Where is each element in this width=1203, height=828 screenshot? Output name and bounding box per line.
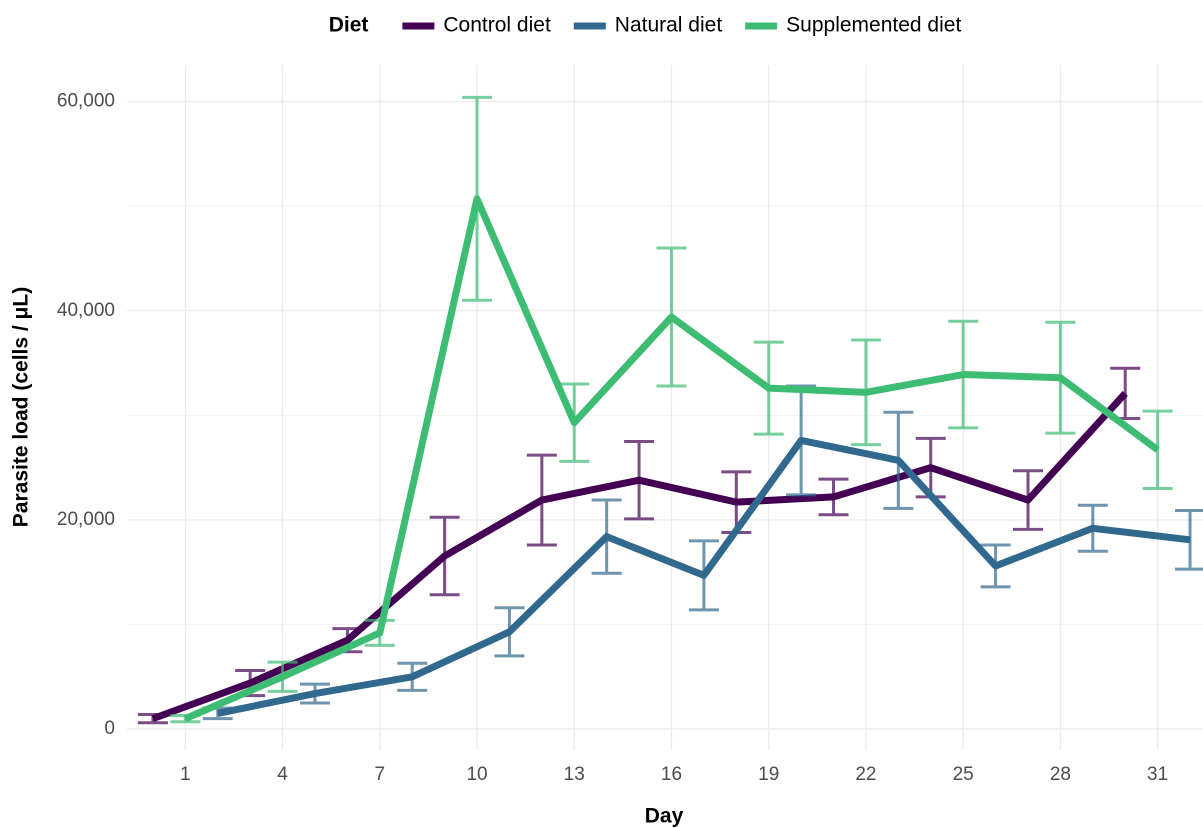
x-tick-label: 10 <box>466 764 487 785</box>
series-line <box>217 436 1191 717</box>
series-line <box>151 391 1128 722</box>
legend-title: Diet <box>329 14 369 37</box>
x-tick-label: 28 <box>1050 764 1071 785</box>
legend-label: Supplemented diet <box>786 14 961 37</box>
x-axis-title: Day <box>645 805 684 828</box>
x-tick-label: 7 <box>375 764 386 785</box>
x-tick-label: 4 <box>277 764 288 785</box>
error-bars <box>202 384 1203 721</box>
x-tick-label: 19 <box>758 764 779 785</box>
legend-label: Natural diet <box>615 14 723 37</box>
x-tick-label: 13 <box>564 764 585 785</box>
x-tick-label: 1 <box>180 764 191 785</box>
y-tick-label: 0 <box>104 718 115 739</box>
x-tick-label: 22 <box>855 764 876 785</box>
y-tick-label: 20,000 <box>57 509 115 530</box>
y-tick-label: 40,000 <box>57 300 115 321</box>
legend: Diet Control diet Natural diet Supplemented… <box>329 14 962 37</box>
y-axis-title: Parasite load (cells / μL) <box>10 287 33 527</box>
series-line <box>183 195 1160 722</box>
legend-label: Control diet <box>443 14 551 37</box>
y-tick-label: 60,000 <box>57 91 115 112</box>
x-tick-label: 16 <box>661 764 682 785</box>
x-tick-label: 25 <box>953 764 974 785</box>
x-tick-label: 31 <box>1147 764 1168 785</box>
